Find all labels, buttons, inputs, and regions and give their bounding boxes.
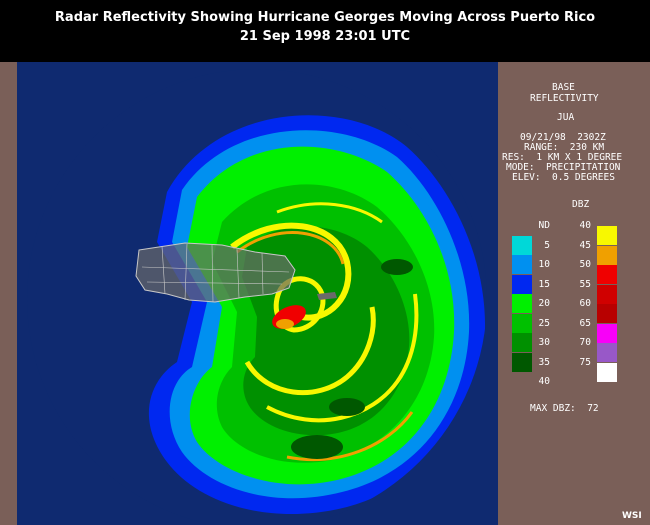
- legend-unit: DBZ: [572, 199, 590, 210]
- title-bar: Radar Reflectivity Showing Hurricane Geo…: [0, 0, 650, 62]
- vieques-island: [317, 292, 337, 300]
- mode-text: MODE: PRECIPITATION: [506, 162, 621, 173]
- left-border: [0, 62, 17, 525]
- legend-swatch: [512, 352, 532, 372]
- core-orange: [276, 319, 294, 329]
- legend-left-label: 40: [538, 376, 550, 387]
- legend-left-label: 15: [538, 278, 550, 290]
- legend-swatch: [597, 284, 617, 304]
- legend-right-label: 70: [579, 337, 591, 348]
- rainband-outer-south: [286, 411, 414, 462]
- legend-right-label: 60: [579, 298, 591, 309]
- elevation-text: ELEV: 0.5 DEGREES: [512, 172, 615, 183]
- dark-patch-2: [329, 398, 365, 416]
- product-type-line1: BASE: [552, 82, 575, 93]
- puerto-rico-land: [136, 243, 295, 302]
- legend-swatch: [597, 226, 617, 245]
- legend-left-label: ND: [538, 220, 550, 231]
- resolution-text: RES: 1 KM X 1 DEGREE: [502, 152, 623, 163]
- legend-right-label: 50: [579, 259, 591, 270]
- legend-swatch: [597, 265, 617, 284]
- legend-left-label: 35: [538, 356, 550, 368]
- legend-right-label: 45: [579, 239, 591, 251]
- legend-swatch: [512, 255, 532, 274]
- dark-patch-3: [381, 259, 413, 275]
- legend-swatch: [512, 235, 532, 255]
- legend-swatch: [512, 294, 532, 313]
- municipal-boundaries: [141, 243, 290, 303]
- scan-datetime: 09/21/98 2302Z: [520, 132, 606, 143]
- legend-swatch: [597, 343, 617, 362]
- rainband-north: [276, 202, 383, 224]
- legend-swatch: [512, 274, 532, 294]
- legend-swatch: [597, 304, 617, 323]
- info-panel: [498, 62, 650, 525]
- legend-right-label: 75: [579, 356, 591, 368]
- product-type-line2: REFLECTIVITY: [530, 93, 599, 104]
- map-subtitle: 21 Sep 1998 23:01 UTC: [239, 29, 411, 44]
- legend-left-label: 20: [538, 298, 550, 309]
- puerto-rico-coastline: [135, 242, 296, 303]
- legend-left-label: 30: [538, 337, 550, 348]
- range-text: RANGE: 230 KM: [524, 142, 605, 153]
- legend-swatch: [597, 323, 617, 343]
- legend-left-label: 10: [538, 259, 550, 270]
- radar-map: [17, 62, 498, 525]
- dark-patch-1: [291, 435, 343, 459]
- radar-image: [17, 62, 498, 525]
- legend-left-label: 25: [538, 317, 550, 329]
- legend-left-label: 5: [544, 239, 550, 251]
- map-title: Radar Reflectivity Showing Hurricane Geo…: [54, 10, 596, 25]
- legend-swatch: [512, 333, 532, 352]
- max-dbz: MAX DBZ: 72: [530, 403, 599, 414]
- radar-station: JUA: [557, 112, 575, 123]
- legend-swatch: [597, 362, 617, 382]
- rainband-southeast: [266, 293, 419, 423]
- legend-swatch: [512, 313, 532, 333]
- legend-right-label: 40: [579, 220, 591, 231]
- legend-right-label: 55: [579, 278, 591, 290]
- legend-swatch: [597, 245, 617, 265]
- rainband-inner-orange: [236, 231, 345, 265]
- legend-right-label: 65: [579, 317, 591, 329]
- rainband-south: [244, 306, 376, 396]
- rainband-inner: [230, 222, 352, 321]
- radar-echo-layer: [27, 69, 487, 525]
- wsi-logo: WSI: [622, 511, 642, 521]
